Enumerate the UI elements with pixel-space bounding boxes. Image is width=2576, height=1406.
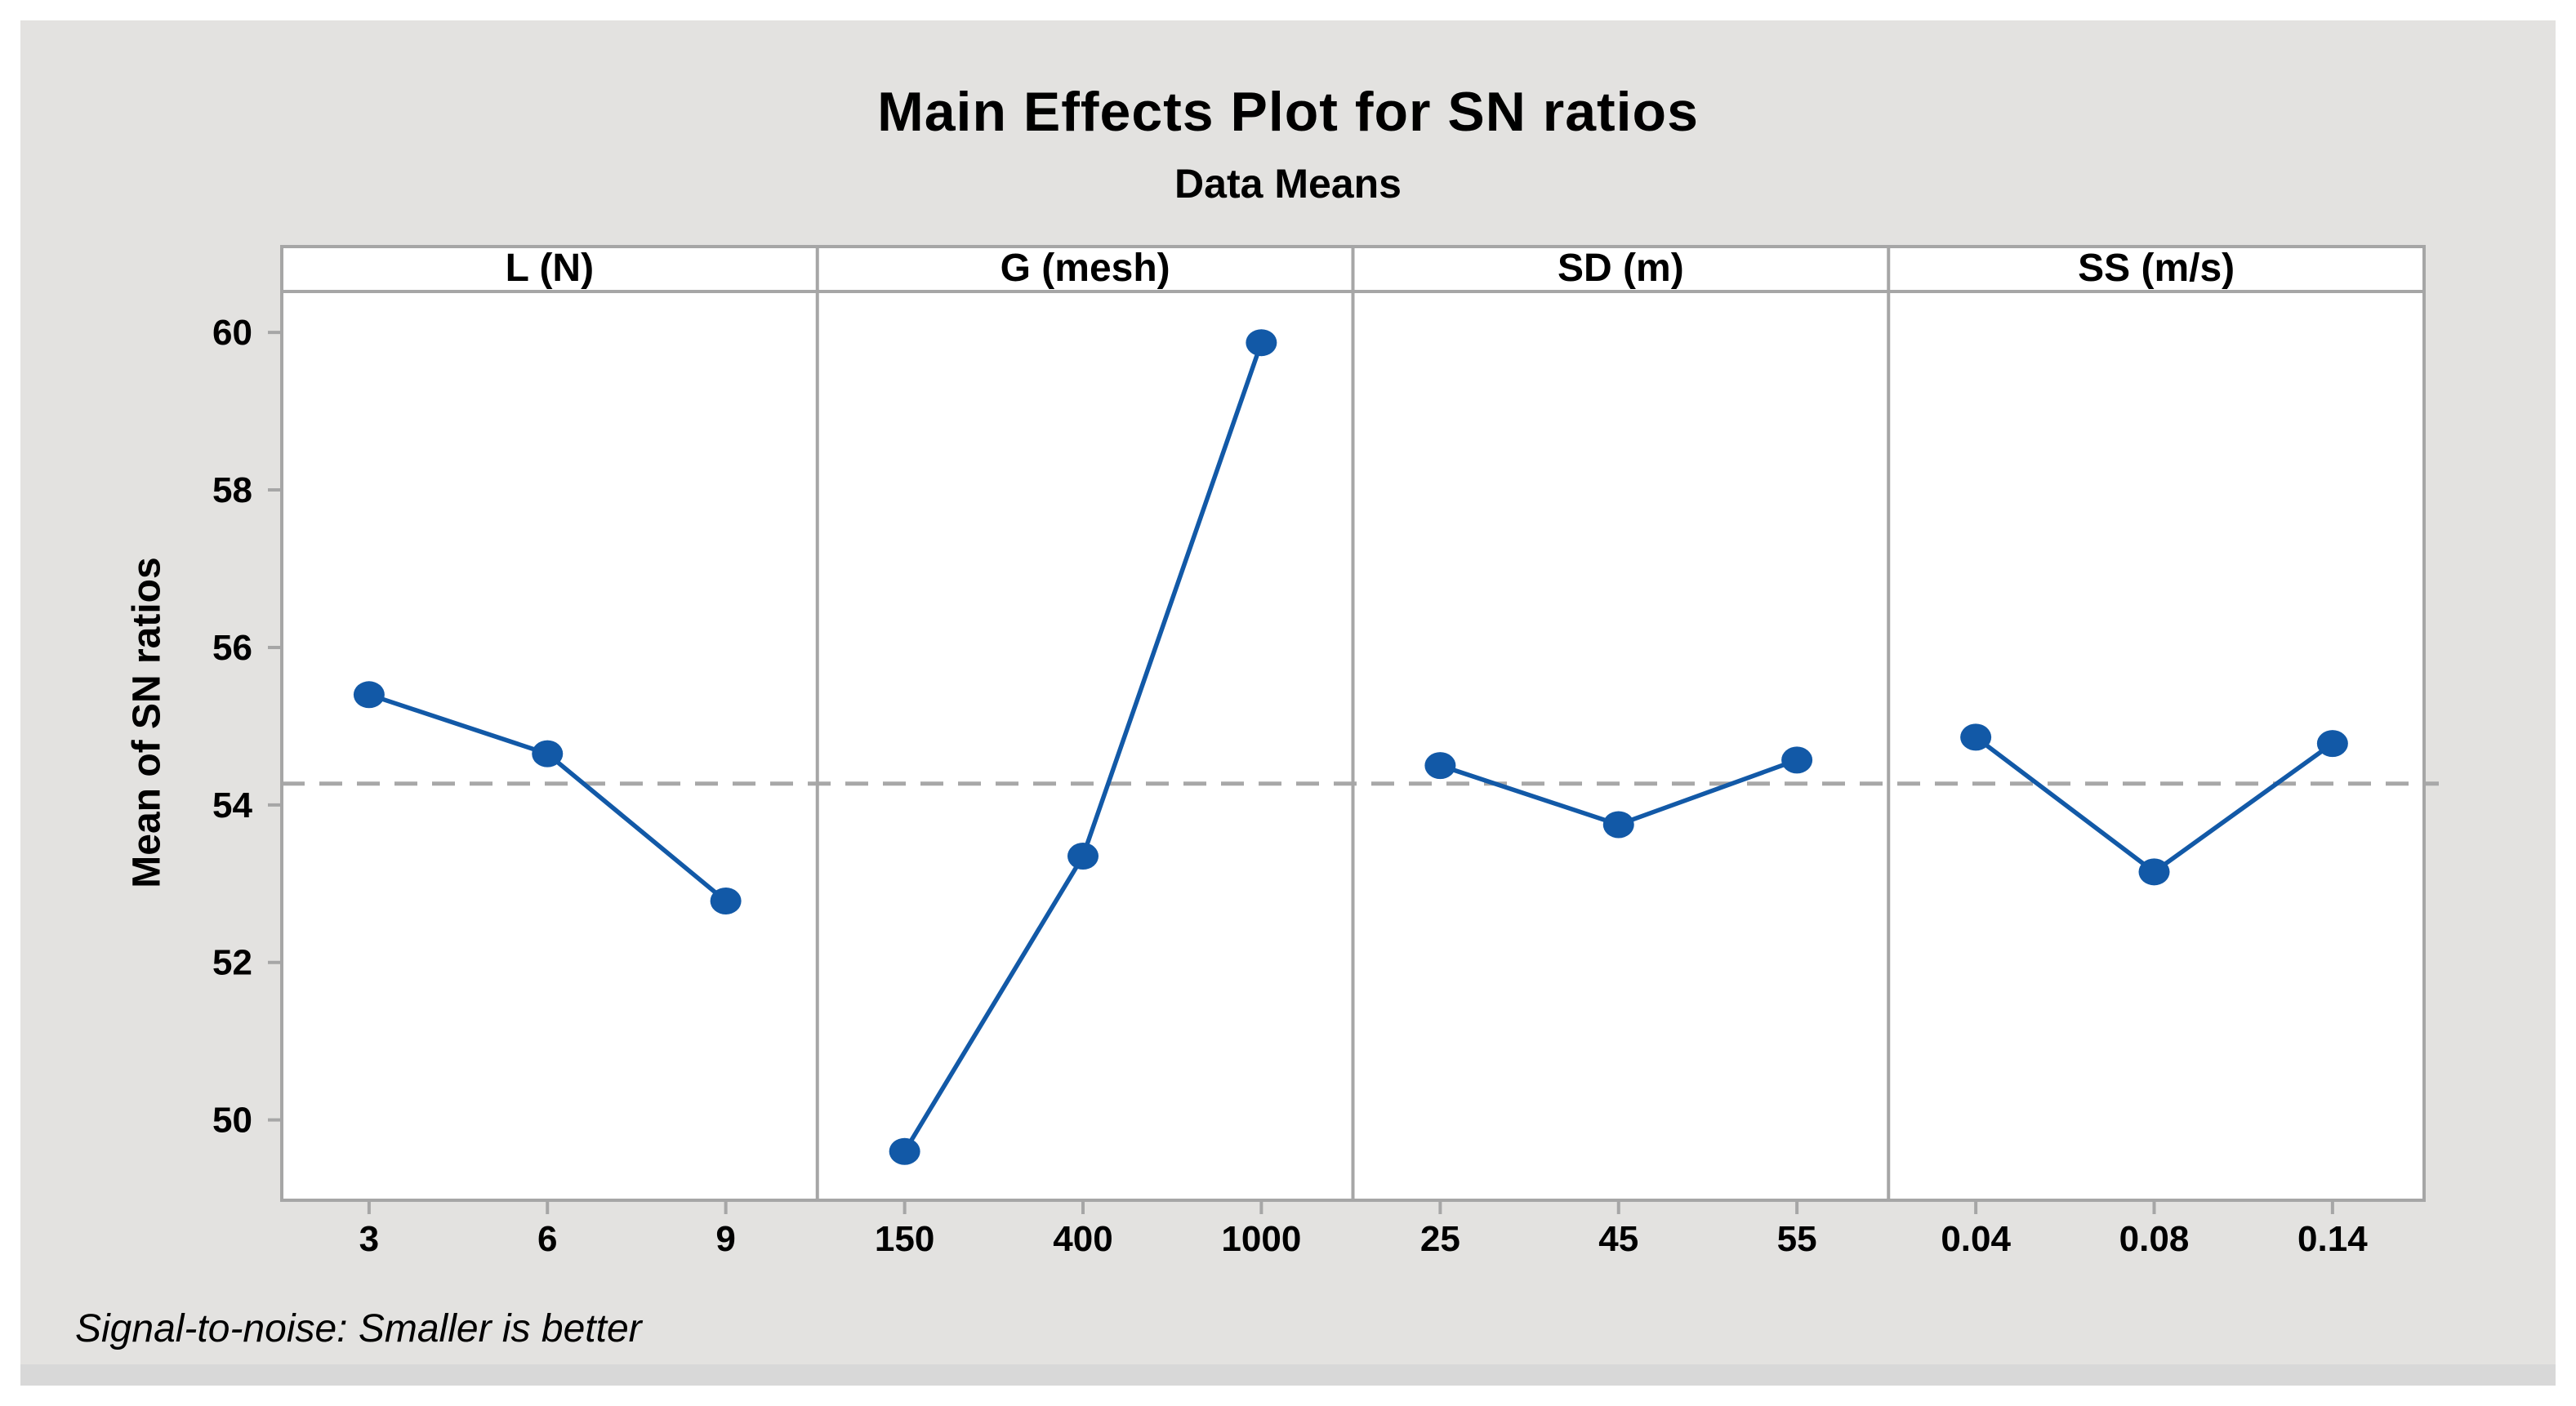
data-point <box>2316 730 2348 758</box>
x-tick-label: 0.08 <box>2119 1219 2190 1259</box>
panel-header: G (mesh) <box>1001 247 1170 290</box>
x-tick-label: 1000 <box>1221 1219 1301 1259</box>
x-tick-label: 3 <box>359 1219 379 1259</box>
panel-header: SD (m) <box>1558 247 1684 290</box>
y-tick-label: 58 <box>212 470 252 510</box>
data-point <box>710 888 742 915</box>
x-tick-label: 9 <box>715 1219 735 1259</box>
panel-header: SS (m/s) <box>2078 247 2235 290</box>
data-point <box>1424 752 1456 780</box>
footnote: Signal-to-noise: Smaller is better <box>75 1307 642 1350</box>
x-tick-label: 0.04 <box>1941 1219 2011 1259</box>
y-tick-label: 50 <box>212 1101 252 1141</box>
y-tick-label: 56 <box>212 628 252 668</box>
data-point <box>1781 746 1813 774</box>
data-point <box>1246 329 1277 357</box>
data-point <box>353 681 385 709</box>
data-point <box>889 1137 920 1165</box>
chart-title: Main Effects Plot for SN ratios <box>877 81 1699 143</box>
panel-header: L (N) <box>506 247 594 290</box>
x-tick-label: 150 <box>875 1219 934 1259</box>
y-tick-label: 60 <box>212 313 252 353</box>
data-point <box>1960 723 1992 751</box>
chart-subtitle: Data Means <box>1174 161 1402 207</box>
y-axis-title: Mean of SN ratios <box>125 557 169 888</box>
x-tick-label: 55 <box>1777 1219 1817 1259</box>
data-point <box>532 740 564 768</box>
x-tick-label: 45 <box>1598 1219 1638 1259</box>
x-tick-label: 0.14 <box>2297 1219 2368 1259</box>
plot-frame <box>280 245 2426 1202</box>
y-tick-label: 54 <box>212 785 252 825</box>
data-point <box>1602 811 1634 839</box>
bottom-strip <box>20 1364 2556 1386</box>
y-tick-label: 52 <box>212 943 252 983</box>
x-tick-label: 400 <box>1053 1219 1112 1259</box>
x-tick-label: 6 <box>537 1219 557 1259</box>
data-point <box>1067 843 1099 870</box>
x-tick-label: 25 <box>1420 1219 1460 1259</box>
data-point <box>2138 858 2170 886</box>
